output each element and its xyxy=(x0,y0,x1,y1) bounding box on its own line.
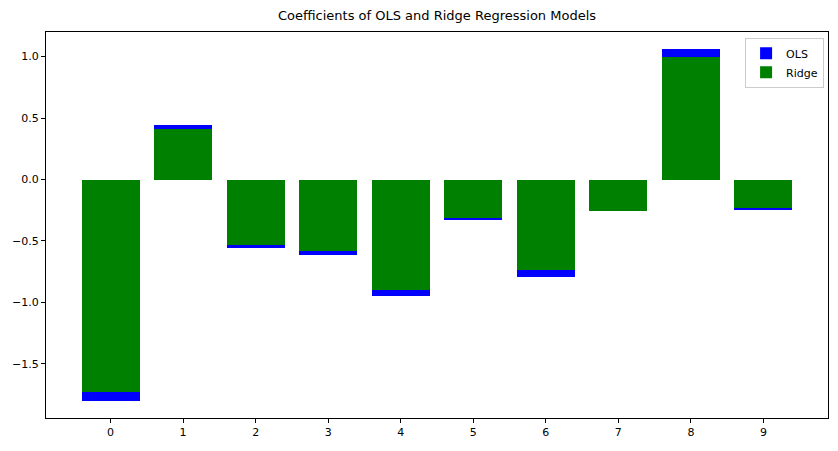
svg-text:9: 9 xyxy=(760,426,767,439)
svg-text:8: 8 xyxy=(687,426,694,439)
svg-text:Ridge: Ridge xyxy=(786,67,818,80)
svg-text:4: 4 xyxy=(397,426,404,439)
svg-text:−0.5: −0.5 xyxy=(12,235,39,248)
svg-text:7: 7 xyxy=(615,426,622,439)
svg-text:0.5: 0.5 xyxy=(21,112,39,125)
svg-text:−1.5: −1.5 xyxy=(12,358,39,371)
svg-text:1.0: 1.0 xyxy=(21,50,39,63)
svg-text:1: 1 xyxy=(180,426,187,439)
svg-text:0: 0 xyxy=(107,426,114,439)
svg-text:0.0: 0.0 xyxy=(21,173,39,186)
svg-text:3: 3 xyxy=(325,426,332,439)
svg-text:2: 2 xyxy=(252,426,259,439)
svg-text:OLS: OLS xyxy=(786,48,808,61)
svg-text:6: 6 xyxy=(542,426,549,439)
svg-text:Coefficients of OLS and Ridge: Coefficients of OLS and Ridge Regression… xyxy=(278,8,596,23)
svg-text:−1.0: −1.0 xyxy=(12,296,39,309)
svg-text:5: 5 xyxy=(470,426,477,439)
